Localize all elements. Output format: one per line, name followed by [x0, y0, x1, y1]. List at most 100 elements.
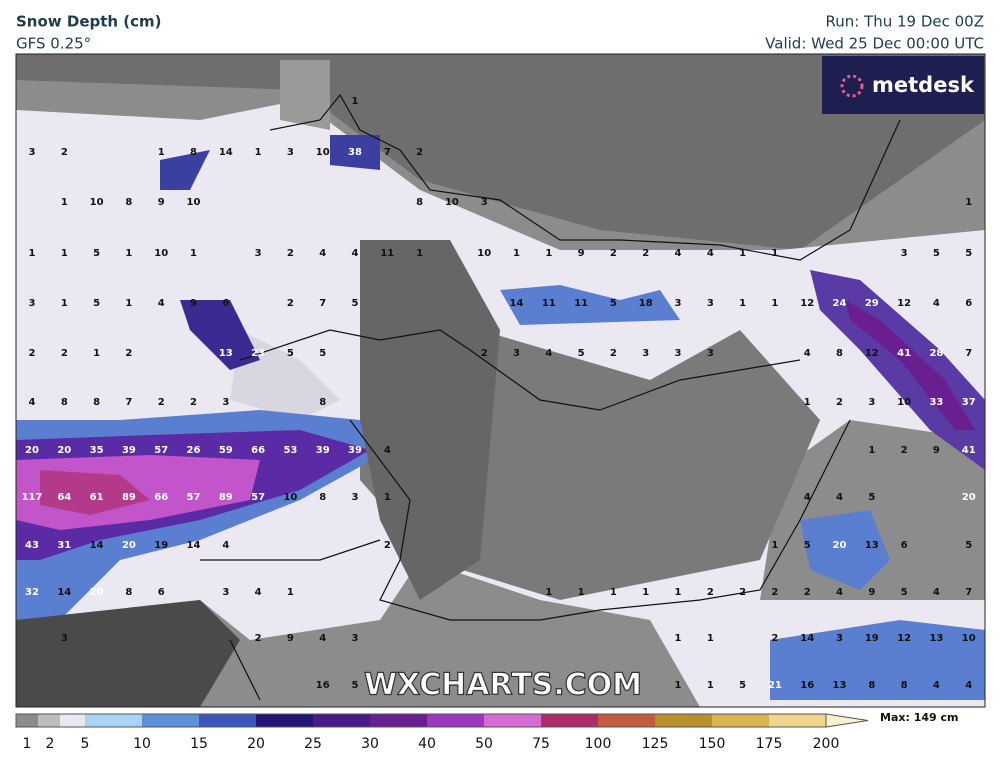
- depth-label: 1: [125, 248, 132, 259]
- depth-label: 9: [287, 633, 294, 644]
- depth-label: 1: [642, 587, 649, 598]
- depth-label: 1: [675, 587, 682, 598]
- depth-label: 9: [933, 445, 940, 456]
- depth-label: 11: [542, 298, 556, 309]
- depth-label: 2: [707, 587, 714, 598]
- depth-label: 5: [965, 248, 972, 259]
- depth-label: 2: [804, 587, 811, 598]
- depth-label: 57: [251, 492, 265, 503]
- depth-label: 2: [771, 587, 778, 598]
- depth-label: 1: [545, 248, 552, 259]
- depth-label: 4: [675, 248, 682, 259]
- depth-label: 33: [929, 397, 943, 408]
- colorbar-tick-label: 100: [585, 736, 612, 752]
- depth-label: 2: [642, 248, 649, 259]
- depth-label: 5: [901, 587, 908, 598]
- depth-label: 3: [642, 348, 649, 359]
- depth-label: 3: [352, 633, 359, 644]
- map-field: [16, 54, 985, 707]
- depth-label: 1: [675, 680, 682, 691]
- depth-label: 61: [90, 492, 104, 503]
- depth-label: 7: [125, 397, 132, 408]
- depth-label: 2: [384, 540, 391, 551]
- depth-label: 64: [57, 492, 71, 503]
- depth-label: 3: [29, 298, 36, 309]
- colorbar-tick-label: 25: [304, 736, 322, 752]
- depth-label: 1: [29, 248, 36, 259]
- depth-label: 5: [739, 680, 746, 691]
- depth-label: 10: [154, 248, 168, 259]
- depth-label: 9: [190, 298, 197, 309]
- depth-label: 2: [739, 587, 746, 598]
- depth-label: 1: [190, 248, 197, 259]
- depth-label: 1: [771, 248, 778, 259]
- depth-label: 8: [93, 397, 100, 408]
- depth-label: 14: [800, 633, 814, 644]
- depth-label: 26: [187, 445, 201, 456]
- depth-label: 3: [707, 348, 714, 359]
- depth-label: 24: [833, 298, 847, 309]
- depth-label: 5: [319, 348, 326, 359]
- depth-label: 2: [61, 147, 68, 158]
- depth-label: 41: [897, 348, 911, 359]
- depth-label: 4: [933, 298, 940, 309]
- depth-label: 4: [836, 492, 843, 503]
- depth-label: 38: [348, 147, 362, 158]
- depth-label: 3: [222, 397, 229, 408]
- depth-label: 8: [836, 348, 843, 359]
- depth-label: 7: [965, 587, 972, 598]
- depth-label: 6: [901, 540, 908, 551]
- colorbar-tick-label: 150: [699, 736, 726, 752]
- depth-label: 10: [897, 397, 911, 408]
- depth-label: 4: [29, 397, 36, 408]
- depth-label: 4: [836, 587, 843, 598]
- depth-label: 1: [578, 587, 585, 598]
- depth-label: 29: [865, 298, 879, 309]
- depth-label: 3: [255, 248, 262, 259]
- depth-label: 3: [29, 147, 36, 158]
- depth-label: 4: [804, 348, 811, 359]
- depth-label: 3: [675, 348, 682, 359]
- depth-label: 13: [833, 680, 847, 691]
- depth-label: 5: [93, 298, 100, 309]
- depth-label: 14: [187, 540, 201, 551]
- depth-label: 5: [868, 492, 875, 503]
- depth-label: 4: [319, 633, 326, 644]
- depth-label: 4: [933, 587, 940, 598]
- depth-label: 1: [416, 248, 423, 259]
- depth-label: 1: [158, 147, 165, 158]
- depth-label: 10: [962, 633, 976, 644]
- depth-label: 5: [352, 680, 359, 691]
- depth-label: 1: [61, 197, 68, 208]
- map-frame: [15, 53, 986, 708]
- depth-label: 28: [929, 348, 943, 359]
- model: GFS 0.25°: [16, 35, 91, 53]
- depth-label: 12: [897, 298, 911, 309]
- depth-label: 16: [316, 680, 330, 691]
- watermark: WXCHARTS.COM: [364, 668, 642, 703]
- depth-label: 1: [255, 147, 262, 158]
- depth-label: 10: [283, 492, 297, 503]
- title: Snow Depth (cm): [16, 13, 162, 31]
- depth-label: 35: [90, 445, 104, 456]
- depth-label: 13: [865, 540, 879, 551]
- depth-label: 1: [771, 540, 778, 551]
- depth-label: 8: [61, 397, 68, 408]
- depth-label: 5: [578, 348, 585, 359]
- depth-label: 8: [416, 197, 423, 208]
- depth-label: 1: [707, 633, 714, 644]
- depth-label: 8: [190, 147, 197, 158]
- depth-label: 10: [187, 197, 201, 208]
- depth-label: 12: [865, 348, 879, 359]
- logo-icon: [840, 74, 864, 98]
- depth-label: 3: [868, 397, 875, 408]
- depth-label: 4: [319, 248, 326, 259]
- depth-label: 3: [481, 197, 488, 208]
- depth-label: 13: [219, 348, 233, 359]
- depth-label: 4: [933, 680, 940, 691]
- depth-label: 5: [352, 298, 359, 309]
- depth-label: 1: [125, 298, 132, 309]
- depth-label: 3: [352, 492, 359, 503]
- depth-label: 4: [352, 248, 359, 259]
